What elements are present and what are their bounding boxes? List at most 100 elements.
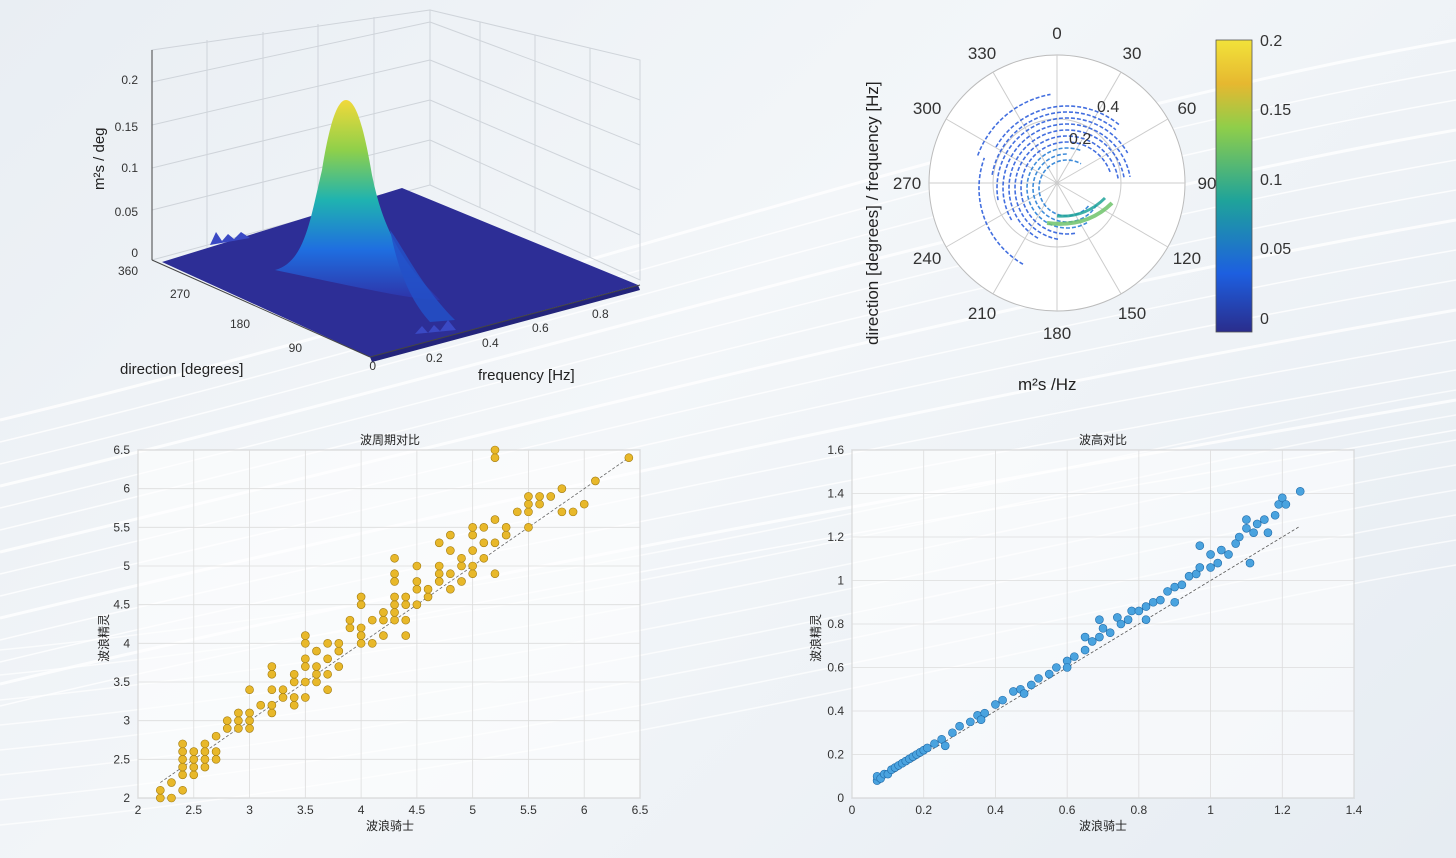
- y-tick-label: 4.5: [113, 598, 130, 612]
- data-point: [289, 693, 299, 702]
- data-point: [446, 530, 455, 540]
- angle-tick: 270: [893, 174, 921, 193]
- y-tick-label: 5.5: [113, 520, 130, 534]
- data-point: [1277, 493, 1287, 503]
- spectrum-ring: [1002, 123, 1131, 221]
- data-point: [390, 608, 399, 617]
- z-tick: 0.05: [115, 205, 139, 219]
- polar-angle-labels: 0 30 60 90 120 150 180 210 240 270 300 330: [893, 24, 1217, 343]
- frequency-tick: 0.6: [532, 321, 549, 335]
- data-point: [1184, 571, 1194, 581]
- data-point: [1062, 663, 1072, 672]
- z-tick: 0.15: [115, 120, 139, 134]
- data-point: [1019, 689, 1029, 698]
- data-point: [367, 639, 377, 648]
- data-point: [479, 538, 489, 548]
- data-point: [535, 499, 544, 509]
- data-point: [412, 600, 422, 609]
- z-ticks: 0 0.05 0.1 0.15 0.2: [115, 73, 139, 260]
- data-point: [501, 530, 511, 540]
- data-point: [323, 685, 332, 695]
- direction-tick: 360: [118, 264, 138, 278]
- data-point: [334, 646, 344, 656]
- x-tick-label: 5.5: [520, 803, 537, 817]
- data-point: [434, 577, 444, 586]
- angle-tick: 30: [1123, 44, 1142, 63]
- direction-tick: 0: [369, 359, 376, 373]
- data-point: [1116, 619, 1126, 629]
- data-point: [423, 584, 433, 594]
- data-point: [490, 569, 500, 579]
- data-point: [1098, 624, 1108, 633]
- data-point: [200, 739, 210, 749]
- data-point: [379, 608, 388, 617]
- frequency-tick: 0.2: [426, 351, 443, 365]
- frequency-axis-label: frequency [Hz]: [478, 367, 575, 384]
- data-point: [1177, 580, 1187, 590]
- polar-x-label: m²s /Hz: [1018, 375, 1077, 394]
- spectrum-ring: [978, 157, 1024, 265]
- data-point: [156, 785, 165, 795]
- spectrum-ring: [996, 117, 1129, 201]
- data-point: [1026, 680, 1036, 690]
- data-point: [356, 592, 366, 602]
- data-point: [390, 592, 399, 602]
- colorbar-tick: 0.15: [1260, 102, 1291, 119]
- frequency-ticks: 0.2 0.4 0.6 0.8: [426, 307, 609, 365]
- x-tick-label: 0.6: [1059, 803, 1076, 817]
- data-point: [923, 743, 932, 753]
- x-tick-label: 0: [849, 803, 856, 817]
- frequency-tick: 0.4: [482, 336, 499, 350]
- y-tick-label: 1: [837, 574, 844, 588]
- data-point: [234, 724, 243, 733]
- data-point: [289, 669, 299, 679]
- data-point: [1113, 613, 1122, 622]
- y-tick-label: 0.4: [827, 704, 844, 718]
- y-tick-label: 0.2: [827, 748, 844, 762]
- data-point: [1191, 569, 1201, 579]
- data-point: [591, 476, 600, 486]
- data-point: [356, 639, 366, 648]
- data-point: [1195, 541, 1205, 550]
- x-tick-label: 3: [246, 803, 253, 817]
- data-point: [991, 700, 1000, 709]
- data-point: [1095, 615, 1104, 624]
- data-point: [1044, 669, 1054, 679]
- angle-tick: 150: [1118, 304, 1146, 323]
- data-point: [178, 785, 187, 795]
- data-point: [189, 747, 199, 756]
- data-point: [323, 669, 332, 679]
- data-point: [156, 793, 165, 803]
- data-point: [1260, 515, 1269, 524]
- data-point: [289, 700, 299, 710]
- data-point: [312, 669, 321, 679]
- polar-grid: [928, 54, 1186, 312]
- data-point: [356, 623, 366, 633]
- data-point: [1245, 558, 1255, 568]
- data-point: [301, 662, 310, 671]
- data-point: [178, 747, 187, 756]
- direction-tick: 270: [170, 287, 190, 301]
- data-point: [323, 654, 332, 664]
- data-point: [1170, 597, 1180, 607]
- y-ticks: 2 2.5 3 3.5 4 4.5 5 5.5 6 6.5: [113, 443, 130, 805]
- data-point: [490, 515, 500, 524]
- data-point: [245, 724, 254, 733]
- data-point: [479, 553, 489, 563]
- radius-tick: 0.4: [1097, 99, 1119, 116]
- data-point: [345, 623, 355, 633]
- data-point: [457, 561, 466, 571]
- data-points: [872, 487, 1305, 785]
- data-point: [211, 731, 221, 741]
- angle-tick: 300: [913, 99, 941, 118]
- radius-tick: 0.2: [1069, 131, 1091, 148]
- data-point: [178, 762, 187, 772]
- frequency-tick: 0.8: [592, 307, 609, 321]
- angle-tick: 0: [1052, 24, 1061, 43]
- data-point: [200, 762, 210, 772]
- chart-title: 波高对比: [1079, 432, 1127, 447]
- data-point: [568, 507, 578, 517]
- colorbar-tick: 0.05: [1260, 241, 1291, 258]
- data-point: [301, 693, 310, 702]
- data-point: [178, 755, 187, 764]
